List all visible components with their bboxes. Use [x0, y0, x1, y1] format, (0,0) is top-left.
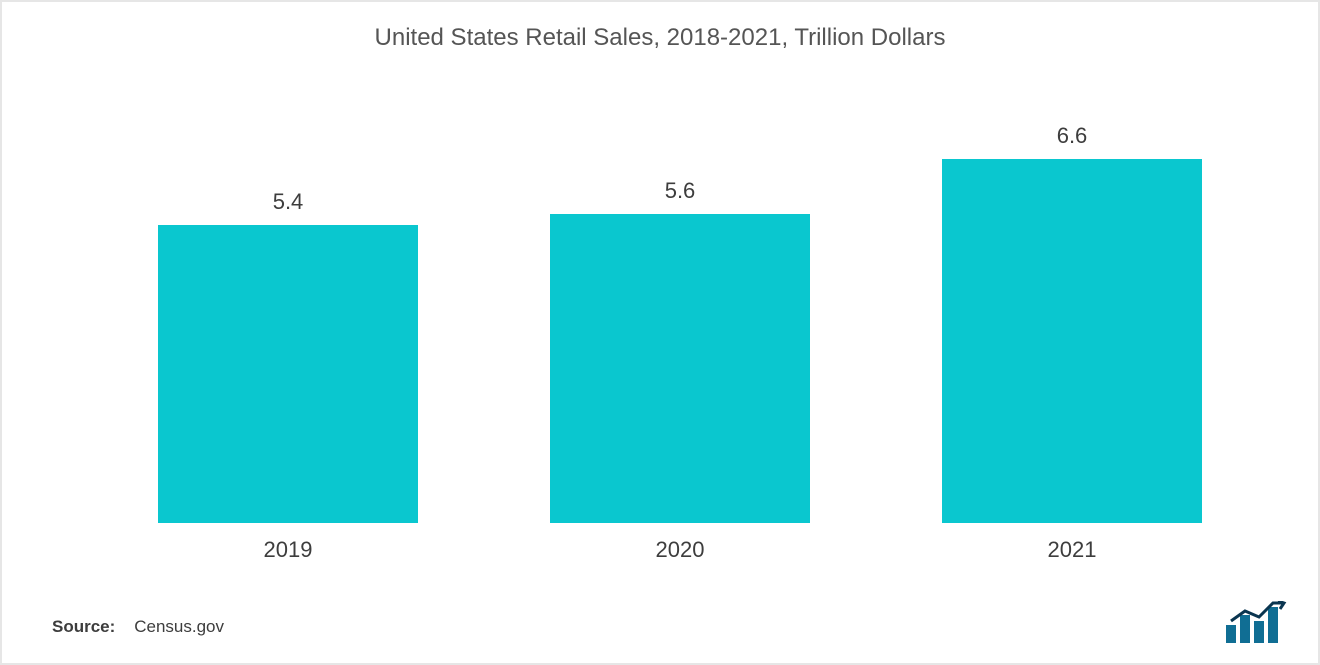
bar-slot: 5.4: [92, 82, 484, 523]
bar-slot: 5.6: [484, 82, 876, 523]
bar: [942, 159, 1202, 523]
bar: [550, 214, 810, 523]
x-axis-label: 2021: [876, 537, 1268, 563]
publisher-logo-icon: [1224, 601, 1290, 645]
bar-value-label: 6.6: [1057, 123, 1088, 149]
source-text: Census.gov: [134, 617, 224, 636]
source-label: Source:: [52, 617, 115, 636]
bar: [158, 225, 418, 523]
x-axis-labels: 201920202021: [92, 537, 1268, 563]
plot-area: 5.4 5.6 6.6: [92, 82, 1268, 523]
chart-container: United States Retail Sales, 2018-2021, T…: [0, 0, 1320, 665]
x-axis-label: 2020: [484, 537, 876, 563]
chart-title: United States Retail Sales, 2018-2021, T…: [2, 2, 1318, 52]
bar-slot: 6.6: [876, 82, 1268, 523]
bar-value-label: 5.4: [273, 189, 304, 215]
x-axis-label: 2019: [92, 537, 484, 563]
bar-value-label: 5.6: [665, 178, 696, 204]
source-line: Source: Census.gov: [52, 617, 224, 637]
